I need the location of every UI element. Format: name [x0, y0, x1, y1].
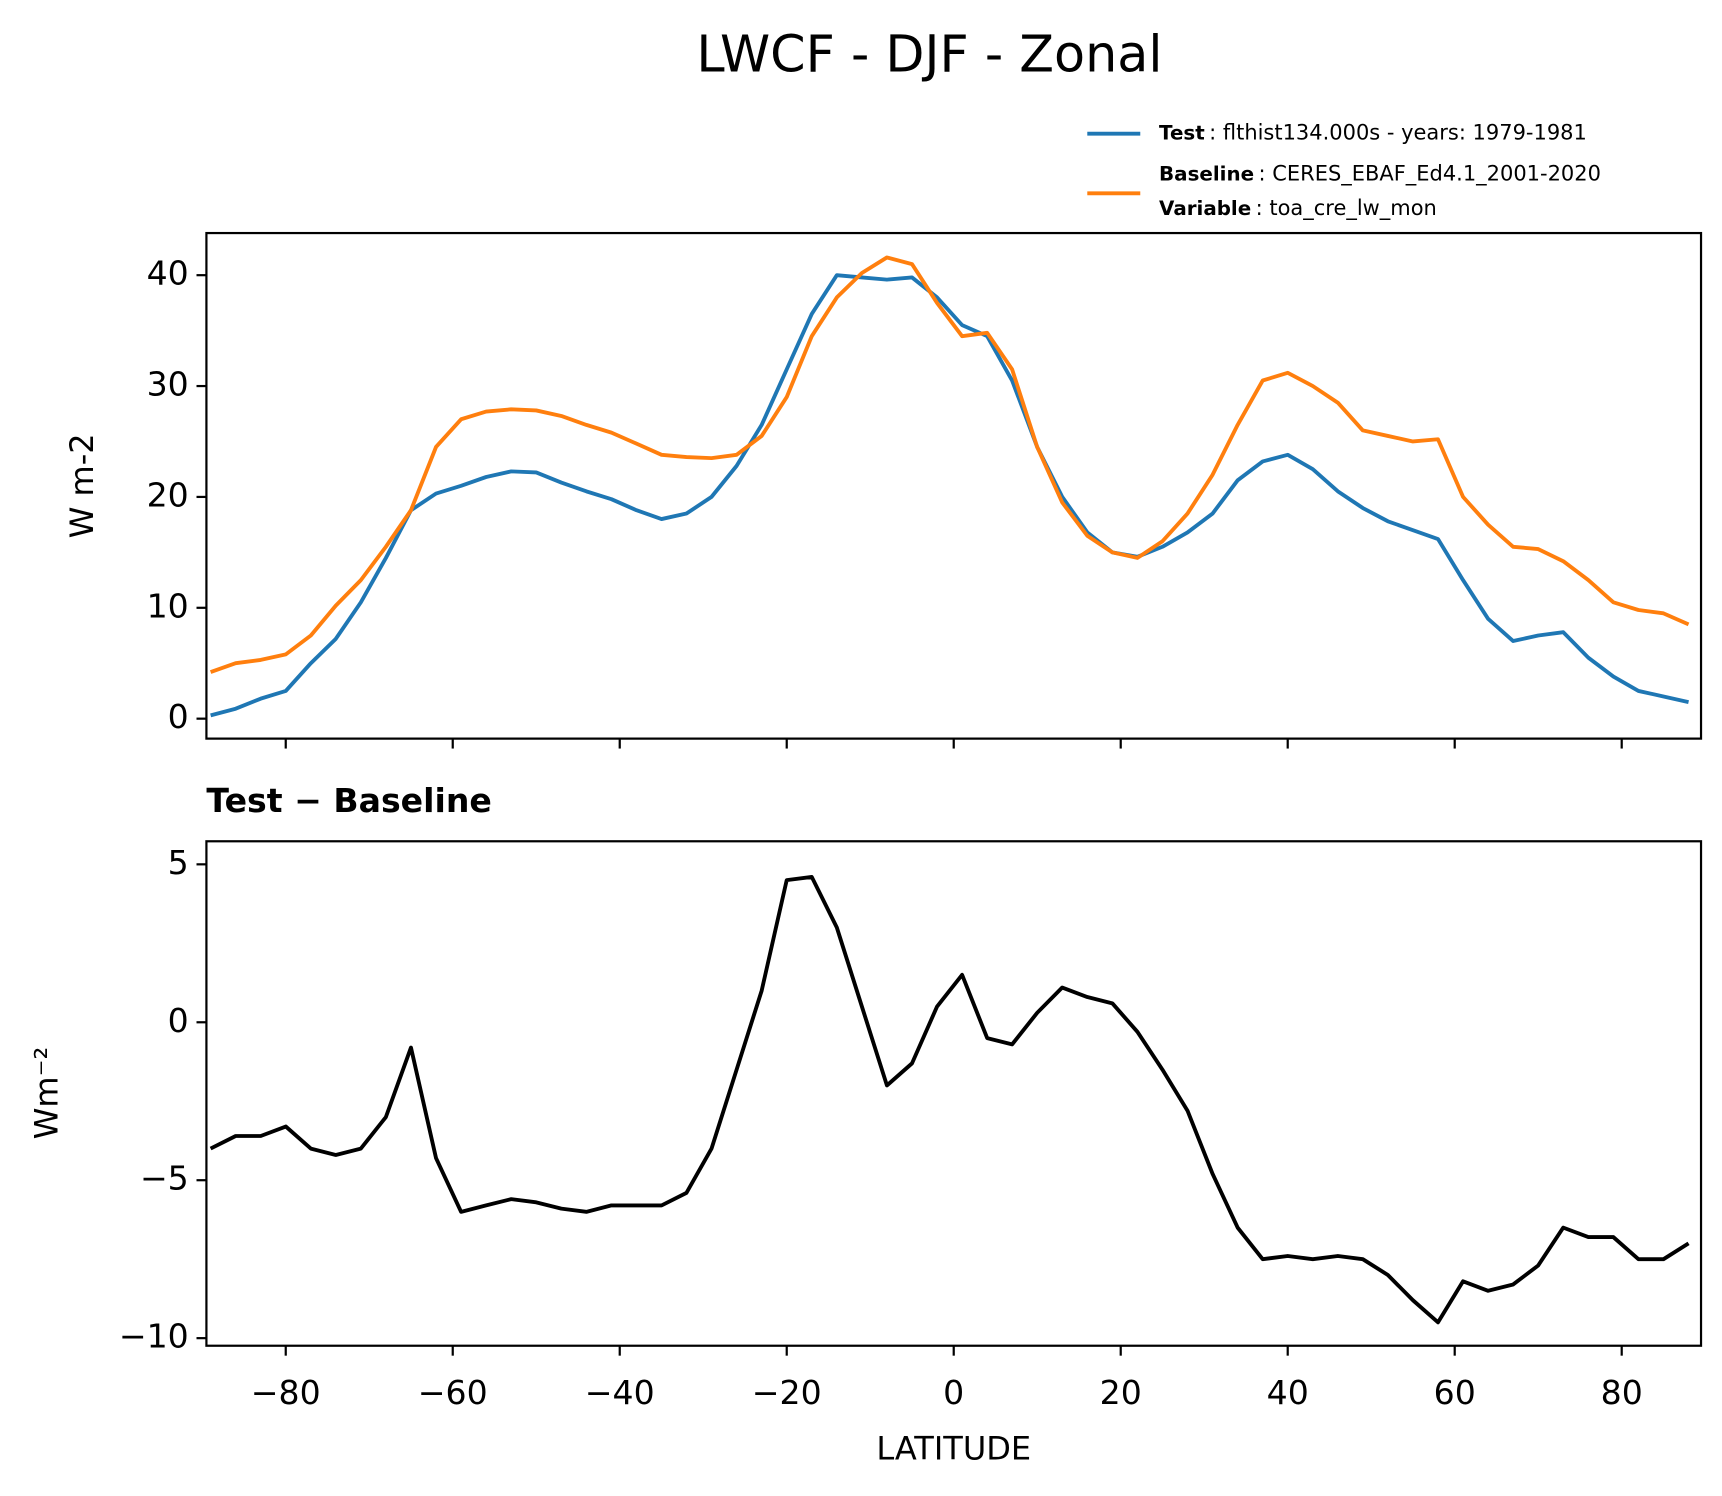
y-tick-label: 10: [147, 586, 189, 625]
chart-title: LWCF - DJF - Zonal: [696, 25, 1162, 84]
y-tick-label: 20: [147, 475, 189, 514]
x-tick-label: 80: [1601, 1373, 1643, 1412]
legend-name: Variable: [1159, 196, 1251, 219]
y-axis-label: W m-2: [63, 433, 101, 538]
y-tick-label: 5: [168, 843, 189, 882]
data-line: [209, 255, 1690, 674]
data-line: [209, 874, 1690, 1325]
x-tick-label: 0: [943, 1373, 964, 1412]
legend-label: : CERES_EBAF_Ed4.1_2001-2020: [1259, 162, 1601, 187]
plot-area: [209, 874, 1690, 1325]
y-tick-label: 0: [168, 1001, 189, 1040]
legend-entry: Variable: toa_cre_lw_mon: [1159, 196, 1437, 221]
y-tick-label: 0: [168, 697, 189, 736]
y-tick-label: −5: [140, 1159, 189, 1198]
x-tick-label: 60: [1434, 1373, 1476, 1412]
plot-area: [209, 255, 1690, 718]
x-tick-label: −20: [752, 1373, 822, 1412]
x-tick-label: −40: [585, 1373, 655, 1412]
axes-frame: [205, 231, 1703, 740]
legend-entry: Baseline: CERES_EBAF_Ed4.1_2001-2020: [1159, 162, 1601, 187]
x-tick-label: 20: [1100, 1373, 1142, 1412]
x-axis-label: LATITUDE: [876, 1430, 1031, 1468]
legend-label: : flthist134.000s - years: 1979-1981: [1209, 121, 1587, 145]
y-axis-label: Wm⁻²: [28, 1047, 66, 1140]
x-tick-label: 40: [1267, 1373, 1309, 1412]
legend-label: : toa_cre_lw_mon: [1256, 196, 1437, 221]
axes-frame: [205, 840, 1703, 1347]
legend-entry: Test: flthist134.000s - years: 1979-1981: [1159, 121, 1587, 145]
x-tick-label: −80: [251, 1373, 321, 1412]
legend-name: Baseline: [1159, 162, 1254, 185]
y-tick-label: −10: [119, 1317, 189, 1356]
legend-name: Test: [1159, 121, 1205, 144]
y-tick-label: 30: [147, 365, 189, 404]
data-line: [210, 273, 1689, 718]
x-tick-label: −60: [418, 1373, 488, 1412]
y-tick-label: 40: [147, 254, 189, 293]
subplot-title: Test − Baseline: [206, 781, 491, 820]
